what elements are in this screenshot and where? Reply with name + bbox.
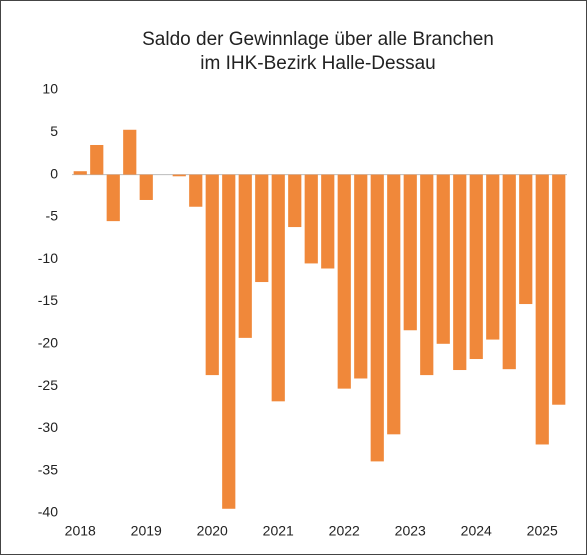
x-tick-label: 2025 — [527, 523, 558, 539]
bar — [453, 174, 467, 371]
bar — [123, 129, 137, 175]
bar — [304, 174, 318, 264]
bar — [354, 174, 368, 379]
bar — [502, 174, 516, 370]
bar — [271, 174, 285, 402]
x-tick-label: 2018 — [65, 523, 96, 539]
y-tick-label: -15 — [38, 292, 58, 308]
y-tick-label: 5 — [50, 123, 58, 139]
bar — [519, 174, 533, 305]
bar — [288, 174, 302, 228]
bar — [552, 174, 566, 405]
bar — [238, 174, 252, 338]
x-tick-label: 2020 — [197, 523, 228, 539]
x-tick-label: 2023 — [395, 523, 426, 539]
bar — [189, 174, 203, 207]
y-tick-label: -20 — [38, 335, 58, 351]
y-tick-label: 10 — [42, 81, 58, 97]
x-tick-label: 2019 — [131, 523, 162, 539]
bar — [139, 174, 153, 200]
y-tick-label: 0 — [50, 165, 58, 181]
bar — [255, 174, 269, 283]
x-tick-label: 2022 — [329, 523, 360, 539]
chart-title: im IHK-Bezirk Halle-Dessau — [200, 53, 435, 74]
y-tick-label: -40 — [38, 504, 58, 520]
y-tick-label: -25 — [38, 377, 58, 393]
bar — [403, 174, 417, 331]
bar — [172, 174, 186, 177]
bar — [90, 144, 104, 175]
chart-title: Saldo der Gewinnlage über alle Branchen — [142, 29, 494, 50]
bar — [106, 174, 120, 222]
bar — [337, 174, 351, 389]
bar — [535, 174, 549, 445]
bar — [205, 174, 219, 376]
bar — [321, 174, 335, 269]
y-tick-label: -35 — [38, 461, 58, 477]
y-tick-label: -10 — [38, 250, 58, 266]
bar — [370, 174, 384, 462]
bar — [469, 174, 483, 360]
bar — [420, 174, 434, 376]
bar — [486, 174, 500, 340]
x-tick-label: 2021 — [263, 523, 294, 539]
y-tick-label: -5 — [46, 208, 59, 224]
x-tick-label: 2024 — [461, 523, 492, 539]
bar — [73, 171, 87, 175]
bar — [222, 174, 236, 509]
y-tick-label: -30 — [38, 419, 58, 435]
bar — [387, 174, 401, 435]
bar — [436, 174, 450, 344]
